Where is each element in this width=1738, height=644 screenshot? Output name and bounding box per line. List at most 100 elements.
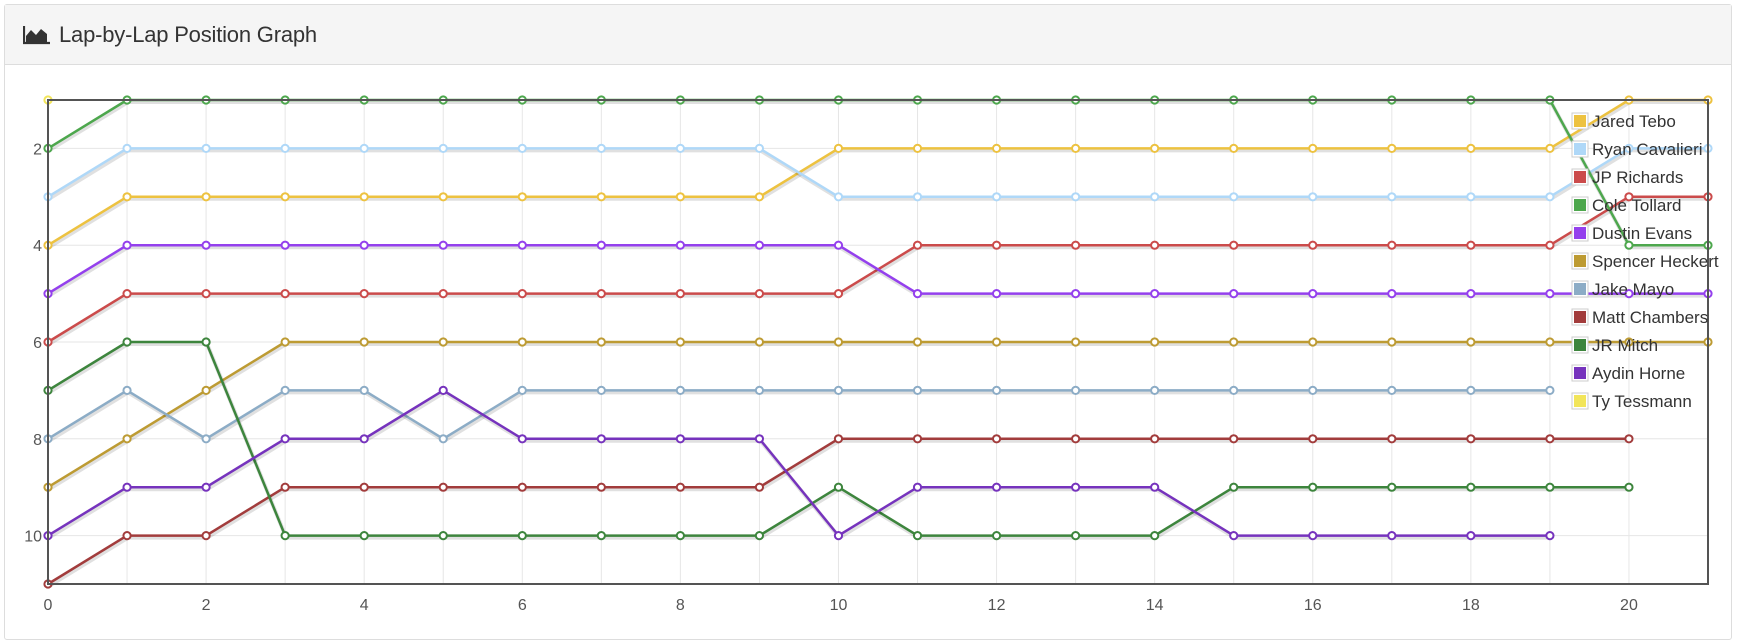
data-point[interactable] xyxy=(754,289,765,299)
data-point[interactable] xyxy=(517,337,527,347)
data-point[interactable] xyxy=(1308,143,1318,153)
data-point[interactable] xyxy=(1466,482,1476,492)
data-point[interactable] xyxy=(1308,434,1318,444)
data-point[interactable] xyxy=(122,482,132,492)
data-point[interactable] xyxy=(201,240,211,250)
data-point[interactable] xyxy=(1545,482,1555,492)
data-point[interactable] xyxy=(1229,434,1239,444)
data-point[interactable] xyxy=(517,385,527,395)
data-point[interactable] xyxy=(833,482,844,492)
data-point[interactable] xyxy=(754,337,765,347)
data-point[interactable] xyxy=(1071,337,1081,347)
data-point[interactable] xyxy=(1624,192,1634,202)
data-point[interactable] xyxy=(359,192,369,202)
data-point[interactable] xyxy=(833,434,844,444)
data-point[interactable] xyxy=(1387,192,1397,202)
data-point[interactable] xyxy=(1545,143,1555,153)
data-point[interactable] xyxy=(1466,531,1476,541)
data-point[interactable] xyxy=(833,143,844,153)
data-point[interactable] xyxy=(912,143,923,153)
data-point[interactable] xyxy=(1545,434,1555,444)
data-point[interactable] xyxy=(122,143,132,153)
data-point[interactable] xyxy=(991,531,1002,541)
data-point[interactable] xyxy=(596,385,606,395)
data-point[interactable] xyxy=(1150,289,1160,299)
data-point[interactable] xyxy=(280,531,290,541)
data-point[interactable] xyxy=(596,482,606,492)
data-point[interactable] xyxy=(1387,337,1397,347)
data-point[interactable] xyxy=(991,240,1002,250)
data-point[interactable] xyxy=(1466,240,1476,250)
data-point[interactable] xyxy=(1071,289,1081,299)
data-point[interactable] xyxy=(596,434,606,444)
data-point[interactable] xyxy=(912,531,923,541)
data-point[interactable] xyxy=(596,531,606,541)
data-point[interactable] xyxy=(1150,434,1160,444)
data-point[interactable] xyxy=(280,192,290,202)
data-point[interactable] xyxy=(280,289,290,299)
data-point[interactable] xyxy=(122,337,132,347)
data-point[interactable] xyxy=(1229,192,1239,202)
data-point[interactable] xyxy=(517,143,527,153)
data-point[interactable] xyxy=(675,434,685,444)
data-point[interactable] xyxy=(1624,143,1634,153)
data-point[interactable] xyxy=(754,192,765,202)
data-point[interactable] xyxy=(991,192,1002,202)
data-point[interactable] xyxy=(1150,531,1160,541)
data-point[interactable] xyxy=(1071,482,1081,492)
data-point[interactable] xyxy=(1150,385,1160,395)
data-point[interactable] xyxy=(912,289,923,299)
data-point[interactable] xyxy=(912,482,923,492)
data-point[interactable] xyxy=(675,337,685,347)
data-point[interactable] xyxy=(1545,337,1555,347)
data-point[interactable] xyxy=(122,531,132,541)
data-point[interactable] xyxy=(1387,482,1397,492)
data-point[interactable] xyxy=(359,385,369,395)
data-point[interactable] xyxy=(438,143,448,153)
data-point[interactable] xyxy=(1387,531,1397,541)
data-point[interactable] xyxy=(201,531,211,541)
data-point[interactable] xyxy=(754,240,765,250)
data-point[interactable] xyxy=(754,482,765,492)
data-point[interactable] xyxy=(1308,482,1318,492)
data-point[interactable] xyxy=(1071,192,1081,202)
data-point[interactable] xyxy=(1466,289,1476,299)
data-point[interactable] xyxy=(201,482,211,492)
data-point[interactable] xyxy=(991,482,1002,492)
data-point[interactable] xyxy=(1071,434,1081,444)
data-point[interactable] xyxy=(1071,143,1081,153)
data-point[interactable] xyxy=(833,385,844,395)
data-point[interactable] xyxy=(596,289,606,299)
data-point[interactable] xyxy=(1308,385,1318,395)
data-point[interactable] xyxy=(754,434,765,444)
data-point[interactable] xyxy=(359,434,369,444)
data-point[interactable] xyxy=(675,240,685,250)
data-point[interactable] xyxy=(833,531,844,541)
data-point[interactable] xyxy=(1466,337,1476,347)
data-point[interactable] xyxy=(359,531,369,541)
data-point[interactable] xyxy=(438,240,448,250)
data-point[interactable] xyxy=(1229,337,1239,347)
data-point[interactable] xyxy=(1387,385,1397,395)
data-point[interactable] xyxy=(280,337,290,347)
data-point[interactable] xyxy=(1229,240,1239,250)
data-point[interactable] xyxy=(1545,385,1555,395)
data-point[interactable] xyxy=(1466,192,1476,202)
data-point[interactable] xyxy=(438,531,448,541)
data-point[interactable] xyxy=(1150,192,1160,202)
data-point[interactable] xyxy=(596,240,606,250)
data-point[interactable] xyxy=(122,192,132,202)
data-point[interactable] xyxy=(1229,482,1239,492)
data-point[interactable] xyxy=(1466,434,1476,444)
data-point[interactable] xyxy=(122,385,132,395)
data-point[interactable] xyxy=(280,385,290,395)
data-point[interactable] xyxy=(1545,192,1555,202)
data-point[interactable] xyxy=(359,337,369,347)
data-point[interactable] xyxy=(1624,240,1634,250)
data-point[interactable] xyxy=(359,289,369,299)
data-point[interactable] xyxy=(912,337,923,347)
data-point[interactable] xyxy=(1229,531,1239,541)
data-point[interactable] xyxy=(122,240,132,250)
data-point[interactable] xyxy=(1308,240,1318,250)
data-point[interactable] xyxy=(201,337,211,347)
